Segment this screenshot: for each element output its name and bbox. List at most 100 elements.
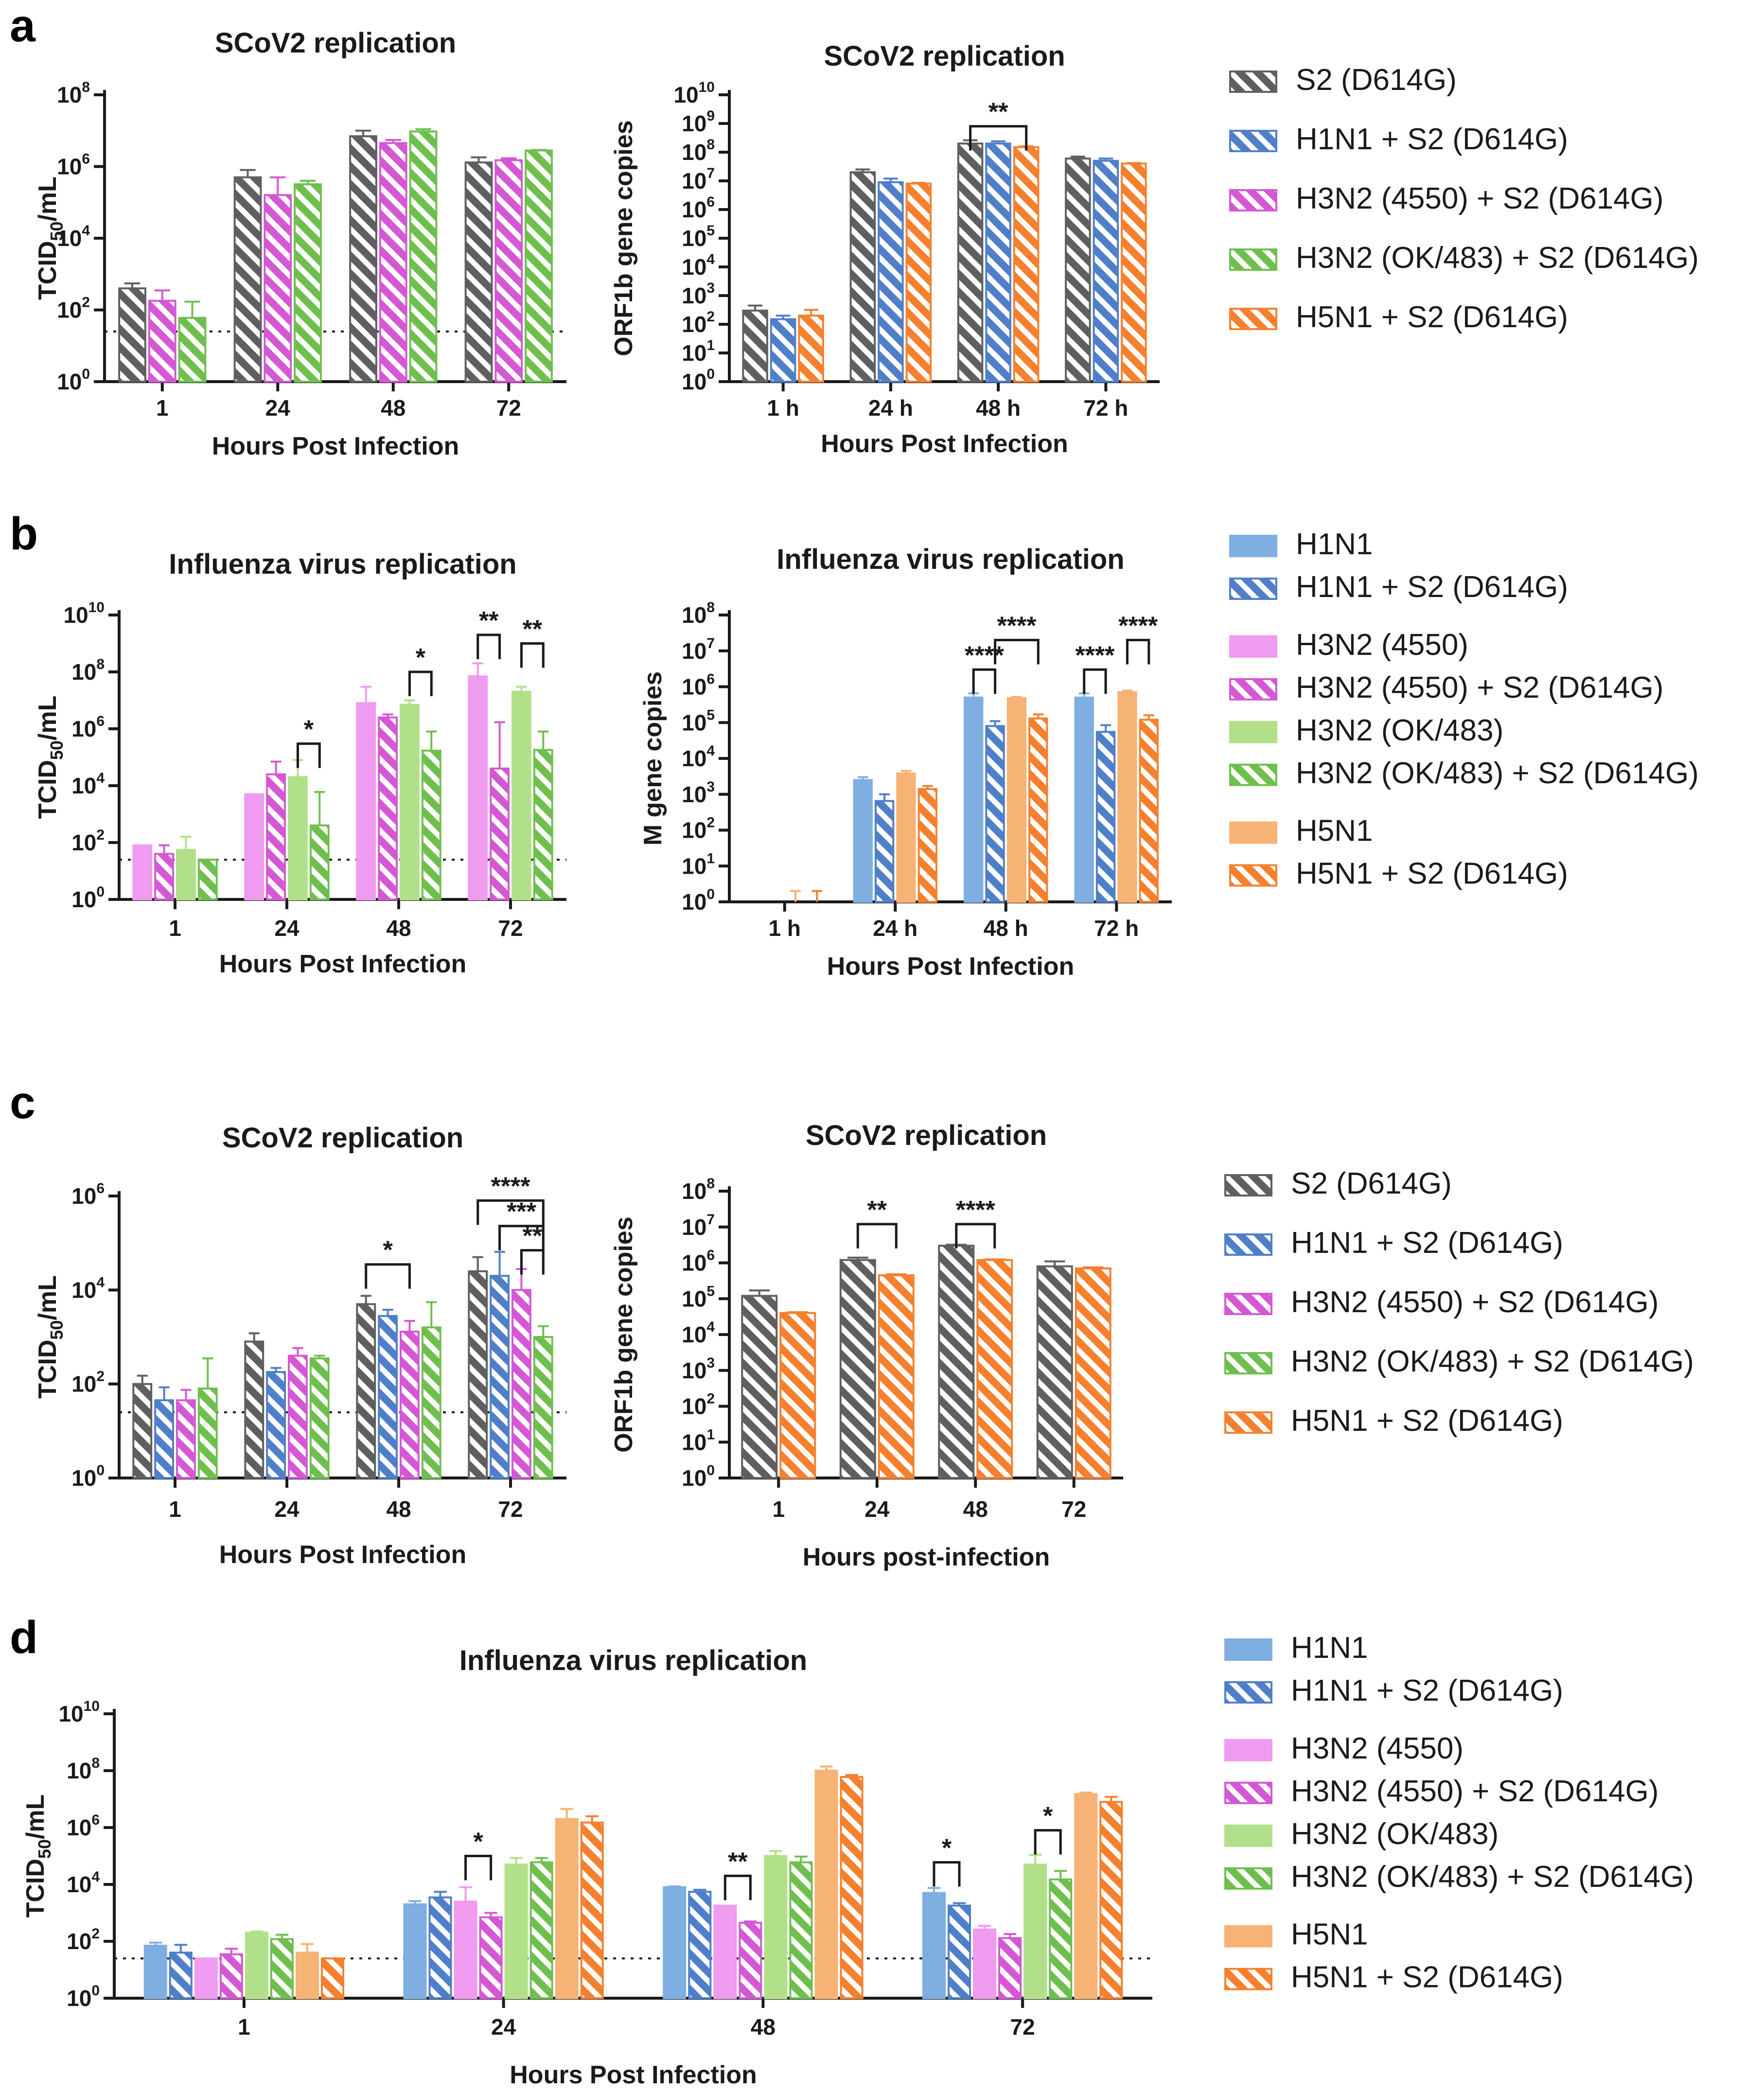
significance-line [972, 668, 997, 694]
bar-h3n2-ok-483-72 [512, 690, 531, 901]
x-axis-label: Hours Post Infection [510, 2061, 757, 2089]
x-tick-label: 1 [169, 1496, 181, 1522]
bar-h3n2-4550-24 [454, 1900, 477, 1999]
legend-item: H3N2 (OK/483) + S2 (D614G) [1224, 1345, 1694, 1378]
legend-item: H5N1 [1229, 814, 1373, 848]
significance-bracket: * [1034, 1802, 1062, 1855]
legend-swatch [1224, 1739, 1272, 1761]
significance-line [969, 125, 1028, 151]
significance-line [296, 742, 321, 768]
y-tick-label: 104 [71, 770, 105, 798]
x-tick-label: 1 [238, 2014, 250, 2040]
bar-h1n1-s2-d614g-72 [948, 1904, 971, 2000]
y-tick-label: 108 [682, 1176, 715, 1204]
legend-item: H3N2 (4550) [1229, 628, 1468, 662]
bar-h3n2-ok-483-48 [400, 704, 420, 900]
y-tick-label: 108 [57, 79, 90, 107]
bar-h3n2-4550-s2-d614g-48 [739, 1921, 762, 2000]
y-tick-label: 102 [682, 1391, 715, 1419]
bar-h5n1-s2-d614g-72-h [1139, 719, 1159, 903]
bar-h3n2-ok-483-s2-d614g-72 [533, 749, 553, 900]
x-tick-label: 48 [386, 1496, 411, 1522]
bar-h3n2-4550-s2-d614g-48 [379, 142, 407, 383]
y-tick-label: 100 [71, 884, 105, 912]
legend-label: H3N2 (OK/483) [1296, 714, 1503, 747]
x-tick-label: 24 [265, 395, 291, 421]
bar-h1n1-s2-d614g-1 [169, 1952, 193, 2000]
legend-label: H5N1 + S2 (D614G) [1296, 300, 1568, 334]
y-tick-label: 100 [682, 886, 715, 915]
series-h3n2-ok-483-s2-d614g [178, 128, 553, 383]
bar-h1n1-s2-d614g-72-h [1095, 731, 1116, 903]
series-h3n2-ok-483 [245, 1850, 1047, 2000]
x-tick-label: 72 h [1083, 395, 1128, 421]
legend-swatch [1224, 1293, 1272, 1315]
significance-line [1126, 639, 1150, 665]
bar-h5n1-48 [814, 1770, 838, 1999]
series-h5n1-s2-d614g [320, 1774, 1123, 2000]
legend-label: H1N1 + S2 (D614G) [1291, 1674, 1563, 1707]
significance-line [994, 639, 1040, 665]
legend-swatch [1224, 1174, 1272, 1196]
legend-label: H1N1 + S2 (D614G) [1291, 1226, 1563, 1260]
bar-h3n2-ok-483-s2-d614g-1 [197, 1388, 218, 1479]
x-axis-label: Hours post-infection [803, 1543, 1050, 1571]
bar-h3n2-4550-1 [194, 1957, 218, 1999]
significance-label: *** [507, 1198, 536, 1226]
bar-h3n2-4550-s2-d614g-24 [479, 1916, 503, 1999]
bar-h3n2-4550-s2-d614g-48 [400, 1330, 420, 1479]
legend-label: H1N1 [1291, 1631, 1368, 1665]
series-s2-d614g [118, 129, 493, 383]
chart-c1: SCoV2 replication TCID50/mL Hours Post Inf… [34, 1122, 566, 1569]
series-h5n1-s2-d614g [779, 1258, 1111, 1479]
legend-label: H3N2 (4550) + S2 (D614G) [1296, 671, 1663, 704]
x-axis-label: Hours Post Infection [821, 430, 1068, 458]
panel-letter-b: b [10, 508, 38, 560]
bar-h5n1-24 [555, 1818, 579, 1999]
x-tick-label: 72 [498, 1496, 523, 1522]
panel-b: b [10, 508, 38, 560]
y-axis-label: ORF1b gene copies [610, 1216, 638, 1452]
significance-line [498, 1225, 545, 1250]
significance-bracket: ** [520, 1222, 545, 1275]
significance-bracket: ** [856, 1196, 898, 1249]
significance-label: * [942, 1834, 952, 1862]
bar-h3n2-4550-s2-d614g-24 [264, 194, 292, 383]
legend-item: H3N2 (OK/483) [1224, 1817, 1499, 1851]
bar-h1n1-s2-d614g-24-h [878, 181, 904, 383]
legend-item: H3N2 (4550) + S2 (D614G) [1224, 1285, 1658, 1319]
bar-h3n2-ok-483-s2-d614g-24 [309, 824, 330, 901]
x-tick-label: 24 [864, 1496, 890, 1522]
legend-swatch [1229, 678, 1277, 701]
significance-bracket: **** [965, 641, 1005, 694]
x-tick-label: 48 [963, 1496, 988, 1522]
bar-s2-d614g-24-h [849, 171, 876, 383]
series-s2-d614g [742, 139, 1091, 383]
y-axis-label: ORF1b gene copies [610, 120, 638, 356]
bar-h5n1-s2-d614g-1 [779, 1312, 816, 1479]
chart-title: SCoV2 replication [824, 40, 1065, 72]
legend-swatch [1229, 635, 1277, 658]
x-tick-label: 1 h [769, 915, 801, 941]
series-h1n1-s2-d614g [770, 140, 1119, 383]
series-h3n2-4550 [132, 662, 488, 900]
legend-swatch [1229, 721, 1277, 743]
bar-s2-d614g-24 [839, 1259, 876, 1479]
significance-label: * [383, 1236, 393, 1265]
bar-h5n1-s2-d614g-72 [1099, 1801, 1123, 1999]
significance-line [1083, 668, 1107, 694]
y-tick-label: 102 [67, 1926, 100, 1954]
bar-h1n1-24-h [853, 779, 873, 903]
legend-label: H3N2 (4550) + S2 (D614G) [1296, 182, 1663, 215]
bar-h3n2-4550-s2-d614g-72 [512, 1289, 531, 1479]
y-tick-label: 1010 [63, 599, 105, 628]
bar-h3n2-4550-s2-d614g-1 [219, 1953, 243, 2000]
y-tick-label: 105 [682, 707, 715, 735]
legend-swatch [1229, 864, 1277, 887]
legend-item: H1N1 + S2 (D614G) [1229, 570, 1568, 604]
bar-h5n1-s2-d614g-72 [1075, 1267, 1111, 1479]
bar-h5n1-48-h [1006, 697, 1027, 903]
significance-bracket: *** [498, 1198, 545, 1250]
significance-label: ** [479, 607, 499, 635]
